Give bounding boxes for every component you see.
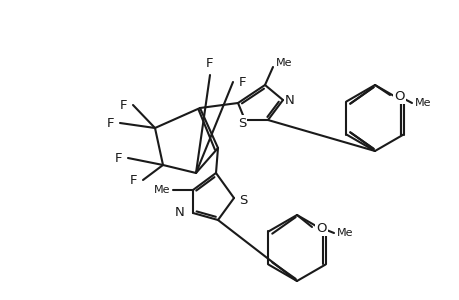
Text: F: F — [239, 76, 246, 88]
Text: O: O — [393, 89, 403, 103]
Text: F: F — [206, 57, 213, 70]
Text: Me: Me — [414, 98, 431, 108]
Text: Me: Me — [153, 185, 170, 195]
Text: O: O — [315, 221, 326, 235]
Text: F: F — [129, 173, 137, 187]
Text: Me: Me — [275, 58, 292, 68]
Text: N: N — [285, 94, 294, 106]
Text: Me: Me — [336, 228, 353, 238]
Text: F: F — [114, 152, 122, 164]
Text: F: F — [106, 116, 114, 130]
Text: S: S — [239, 194, 247, 206]
Text: F: F — [119, 98, 127, 112]
Text: N: N — [175, 206, 185, 220]
Text: S: S — [237, 116, 246, 130]
